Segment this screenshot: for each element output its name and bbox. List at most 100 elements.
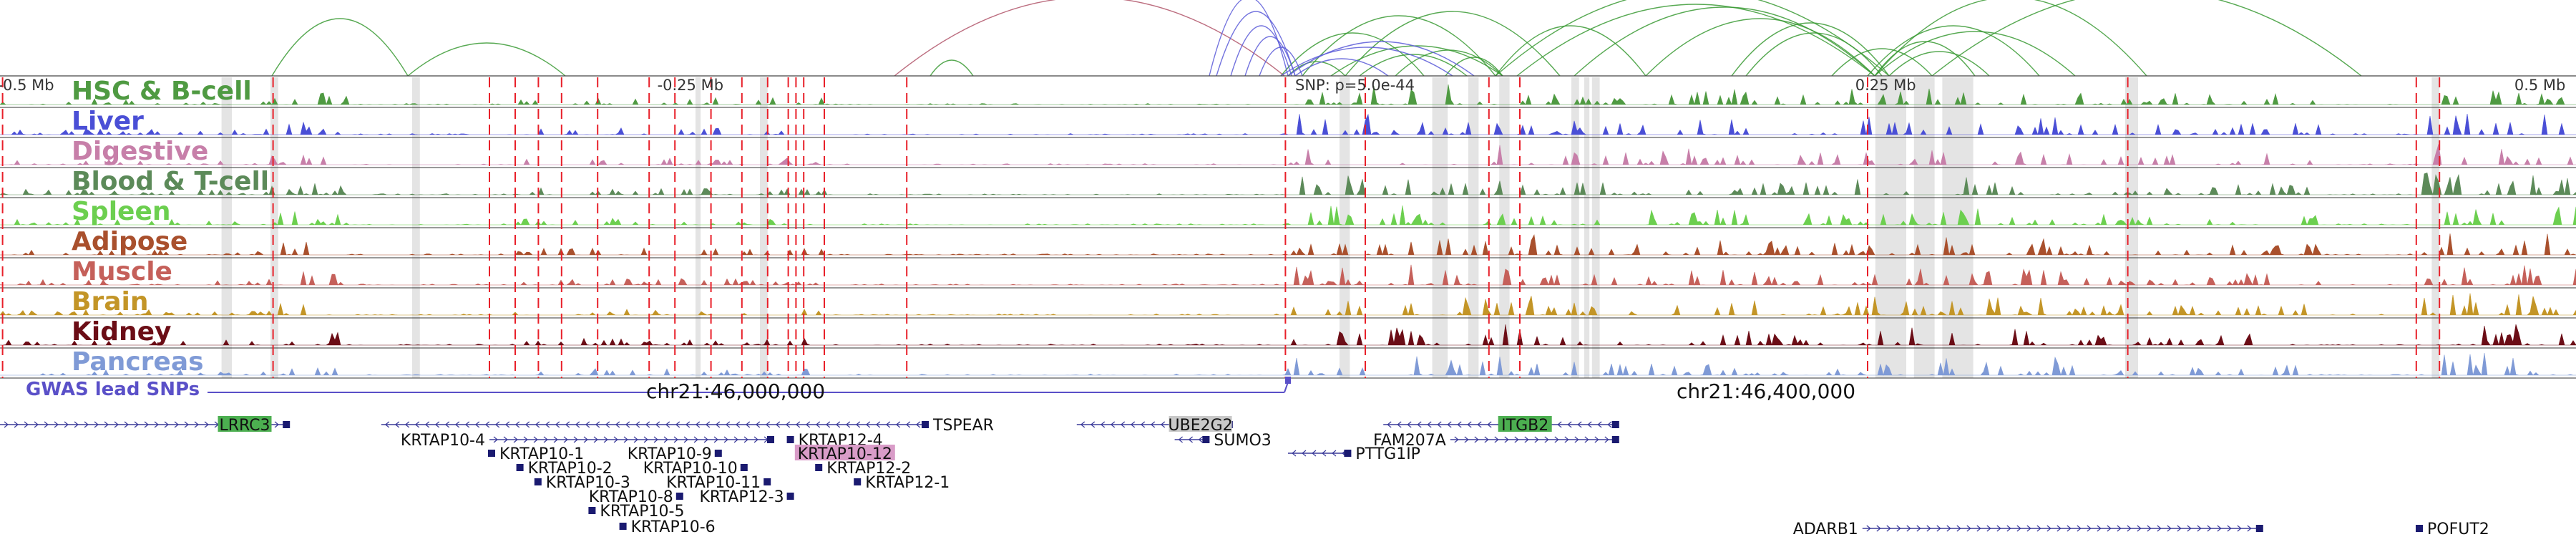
strand-chevron — [2046, 525, 2051, 532]
strand-chevron — [424, 421, 430, 428]
gene-itgb2: ITGB2 — [1383, 416, 1619, 435]
strand-chevron — [1322, 450, 1327, 457]
strand-chevron — [585, 421, 590, 428]
gene-exon — [786, 493, 794, 500]
strand-chevron — [164, 421, 169, 428]
strand-chevron — [44, 421, 49, 428]
strand-chevron — [1332, 450, 1337, 457]
signal-area — [0, 173, 2576, 196]
gene-krtap10-12: KRTAP10-12 — [794, 445, 895, 463]
signal-area — [0, 324, 2576, 347]
strand-chevron — [484, 421, 490, 428]
gene-exon — [740, 464, 748, 471]
gene-exon — [1611, 421, 1619, 428]
signal-track — [0, 353, 2576, 379]
strand-chevron — [514, 421, 520, 428]
loop-arc — [1244, 36, 1296, 77]
strand-chevron — [1494, 436, 1499, 443]
coordinate-label: chr21:46,000,000 — [646, 379, 825, 403]
strand-chevron — [2087, 525, 2092, 532]
strand-chevron — [2006, 525, 2011, 532]
strand-chevron — [1178, 436, 1183, 443]
strand-chevron — [2067, 525, 2072, 532]
strand-chevron — [1976, 525, 1981, 532]
gene-label: KRTAP10-3 — [546, 474, 630, 492]
strand-chevron — [1467, 421, 1472, 428]
strand-chevron — [1906, 525, 1911, 532]
gene-label: TSPEAR — [932, 417, 994, 435]
signal-track — [0, 173, 2576, 198]
gene-label: KRTAP10-1 — [499, 445, 584, 463]
strand-chevron — [194, 421, 199, 428]
signal-track — [0, 205, 2576, 228]
strand-chevron — [553, 436, 558, 443]
strand-chevron — [533, 436, 538, 443]
strand-chevron — [2157, 525, 2162, 532]
track-label: Spleen — [72, 197, 171, 226]
strand-chevron — [184, 421, 189, 428]
strand-chevron — [1477, 421, 1482, 428]
gene-exon — [534, 478, 542, 485]
strand-chevron — [775, 421, 781, 428]
gene-ube2g2: UBE2G2 — [1076, 416, 1233, 435]
loop-arc — [930, 59, 974, 77]
strand-chevron — [1866, 525, 1871, 532]
strand-chevron — [503, 436, 508, 443]
gene-krtap10-9: KRTAP10-9 — [628, 445, 722, 463]
strand-chevron — [1896, 525, 1901, 532]
loop-arc — [894, 0, 1285, 77]
gene-krtap10-1: KRTAP10-1 — [488, 445, 584, 463]
track-label: Pancreas — [72, 347, 204, 377]
strand-chevron — [535, 421, 540, 428]
gene-pttg1ip: PTTG1IP — [1288, 445, 1420, 463]
strand-chevron — [1574, 436, 1579, 443]
strand-chevron — [434, 421, 440, 428]
strand-chevron — [513, 436, 518, 443]
gene-krtap10-8: KRTAP10-8 — [589, 488, 683, 506]
strand-chevron — [563, 436, 568, 443]
gene-label: KRTAP10-5 — [600, 503, 684, 521]
strand-chevron — [875, 421, 881, 428]
strand-chevron — [124, 421, 129, 428]
strand-chevron — [1956, 525, 1961, 532]
track-label: Brain — [72, 287, 148, 316]
strand-chevron — [204, 421, 209, 428]
strand-chevron — [653, 436, 658, 443]
strand-chevron — [765, 421, 771, 428]
strand-chevron — [2187, 525, 2192, 532]
signal-track — [0, 233, 2576, 258]
strand-chevron — [2137, 525, 2142, 532]
gene-krtap10-3: KRTAP10-3 — [534, 474, 630, 492]
strand-chevron — [825, 421, 831, 428]
strand-chevron — [1946, 525, 1951, 532]
gene-krtap12-1: KRTAP12-1 — [854, 474, 950, 492]
strand-chevron — [1534, 436, 1539, 443]
strand-chevron — [1607, 421, 1612, 428]
loop-arc — [1330, 45, 1503, 77]
strand-chevron — [915, 421, 921, 428]
strand-chevron — [493, 436, 498, 443]
strand-chevron — [635, 421, 640, 428]
strand-chevron — [685, 421, 691, 428]
strand-chevron — [1312, 450, 1317, 457]
signal-area — [0, 264, 2576, 286]
strand-chevron — [74, 421, 79, 428]
strand-chevron — [1090, 421, 1096, 428]
strand-chevron — [1584, 436, 1589, 443]
strand-chevron — [1587, 421, 1592, 428]
strand-chevron — [2107, 525, 2112, 532]
strand-chevron — [34, 421, 39, 428]
strand-chevron — [1597, 421, 1602, 428]
strand-chevron — [444, 421, 450, 428]
strand-chevron — [645, 421, 650, 428]
strand-chevron — [1504, 436, 1509, 443]
strand-chevron — [274, 421, 279, 428]
strand-chevron — [1484, 436, 1489, 443]
strand-chevron — [2057, 525, 2062, 532]
gene-label: SUMO3 — [1214, 432, 1271, 450]
gene-exon — [714, 450, 722, 457]
gene-label: ITGB2 — [1501, 417, 1548, 435]
loop-arc — [1574, 6, 1875, 77]
strand-chevron — [174, 421, 179, 428]
strand-chevron — [1886, 525, 1891, 532]
